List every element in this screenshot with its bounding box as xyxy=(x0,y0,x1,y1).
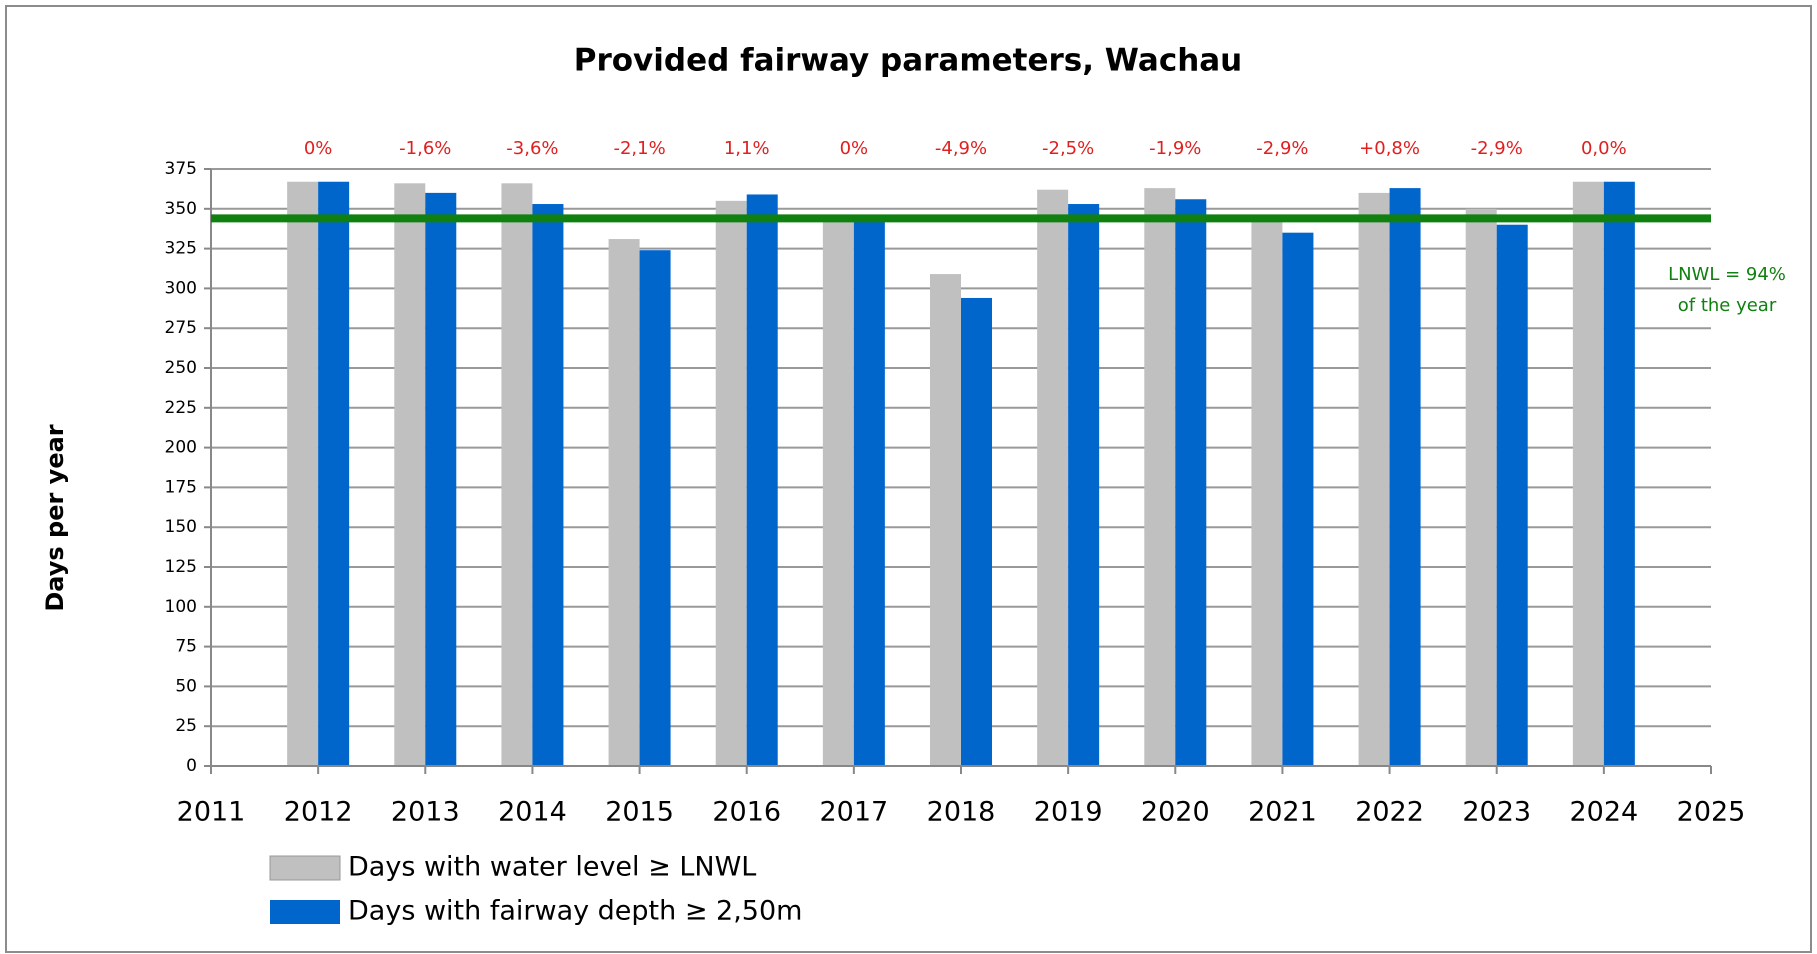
annotation: 0% xyxy=(304,138,333,159)
bar xyxy=(1603,181,1635,767)
bar xyxy=(1496,224,1528,767)
chart-title: Provided fairway parameters, Wachau xyxy=(574,43,1243,79)
bar xyxy=(1251,216,1283,766)
bar xyxy=(1389,188,1421,766)
annotation: -1,6% xyxy=(399,138,451,159)
y-tick-label: 350 xyxy=(165,199,197,219)
x-tick-label: 2025 xyxy=(1677,797,1746,828)
bar xyxy=(822,216,854,766)
x-tick-label: 2017 xyxy=(819,797,888,828)
bar xyxy=(1465,208,1497,767)
y-tick-label: 375 xyxy=(165,159,197,179)
x-tick-label: 2016 xyxy=(712,797,781,828)
x-tick-label: 2024 xyxy=(1569,797,1638,828)
x-tick-label: 2021 xyxy=(1248,797,1317,828)
x-tick-label: 2011 xyxy=(177,797,246,828)
bar xyxy=(961,297,992,766)
annotation: 0,0% xyxy=(1581,138,1627,159)
y-axis-title: Days per year xyxy=(41,424,69,611)
x-tick-label: 2014 xyxy=(498,797,567,828)
chart-border xyxy=(5,5,1812,953)
bar xyxy=(394,183,426,766)
y-tick-label: 75 xyxy=(175,637,197,657)
bar xyxy=(1175,199,1207,767)
y-tick-label: 25 xyxy=(175,716,197,736)
x-tick-label: 2015 xyxy=(605,797,674,828)
annotation: -4,9% xyxy=(935,138,987,159)
bar xyxy=(532,204,564,767)
bar xyxy=(501,183,533,766)
y-tick-label: 325 xyxy=(165,239,197,259)
annotation: -3,6% xyxy=(506,138,558,159)
legend-label: Days with water level ≥ LNWL xyxy=(348,852,756,883)
x-tick-label: 2012 xyxy=(284,797,353,828)
bar xyxy=(318,181,350,767)
legend-swatch xyxy=(269,855,341,881)
bar xyxy=(608,239,640,767)
y-tick-label: 125 xyxy=(165,557,197,577)
y-tick-label: 100 xyxy=(165,597,197,617)
x-tick-label: 2023 xyxy=(1462,797,1531,828)
x-tick-label: 2022 xyxy=(1355,797,1424,828)
y-tick-label: 0 xyxy=(186,756,197,776)
y-tick-label: 250 xyxy=(165,358,197,378)
y-tick-label: 50 xyxy=(175,676,197,696)
y-tick-label: 150 xyxy=(165,517,197,537)
legend-label: Days with fairway depth ≥ 2,50m xyxy=(348,896,802,927)
annotation: -2,9% xyxy=(1471,138,1523,159)
y-tick-label: 200 xyxy=(165,438,197,458)
x-tick-label: 2020 xyxy=(1141,797,1210,828)
annotation: -2,1% xyxy=(613,138,665,159)
y-tick-label: 275 xyxy=(165,318,197,338)
bar xyxy=(1358,192,1390,766)
bar xyxy=(1572,181,1604,767)
bar xyxy=(1144,188,1176,766)
bar xyxy=(425,192,457,766)
annotation: -2,5% xyxy=(1042,138,1094,159)
annotation: 0% xyxy=(840,138,869,159)
y-tick-label: 175 xyxy=(165,477,197,497)
bar xyxy=(1037,189,1069,767)
bar xyxy=(287,181,319,767)
legend-swatch xyxy=(270,900,340,924)
annotation: -2,9% xyxy=(1256,138,1308,159)
y-tick-label: 300 xyxy=(165,278,197,298)
reference-label: of the year xyxy=(1678,295,1777,316)
bar xyxy=(639,250,671,766)
annotation: -1,9% xyxy=(1149,138,1201,159)
annotation: +0,8% xyxy=(1359,138,1420,159)
reference-label: LNWL = 94% xyxy=(1668,264,1786,285)
bar xyxy=(930,274,961,766)
bar xyxy=(746,194,778,767)
x-tick-label: 2019 xyxy=(1034,797,1103,828)
annotation: 1,1% xyxy=(724,138,770,159)
bar xyxy=(1282,232,1314,766)
x-tick-label: 2013 xyxy=(391,797,460,828)
bar xyxy=(1068,204,1100,767)
y-tick-label: 225 xyxy=(165,398,197,418)
bar xyxy=(853,216,885,766)
x-tick-label: 2018 xyxy=(927,797,996,828)
bar xyxy=(715,200,747,767)
